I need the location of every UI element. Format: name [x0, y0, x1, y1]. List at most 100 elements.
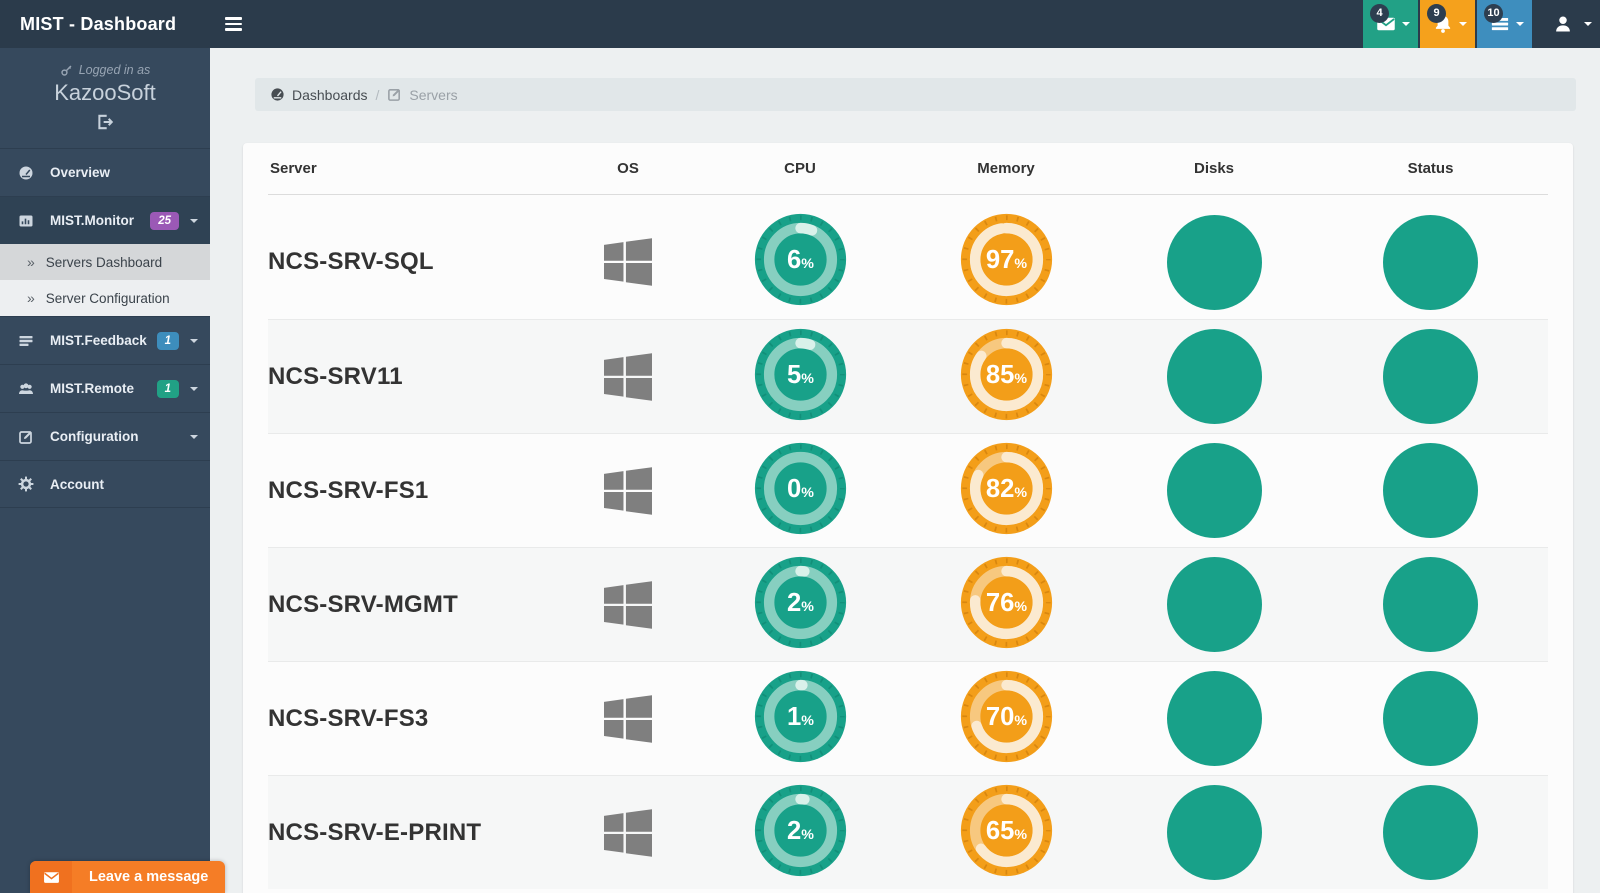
- column-header-cpu: CPU: [784, 160, 816, 177]
- envelope-icon: [43, 871, 59, 883]
- status-circle: [1383, 557, 1478, 652]
- server-name: NCS-SRV-SQL: [268, 248, 434, 275]
- column-header-server: Server: [270, 160, 317, 177]
- column-header-status: Status: [1407, 160, 1454, 177]
- servers-table-card: Server OS CPU Memory Disks Status NCS-SR…: [243, 143, 1573, 893]
- caret-down-icon: [190, 386, 198, 391]
- sidebar-menu: Overview MIST.Monitor 25 » Servers Dashb…: [0, 148, 210, 508]
- sidebar-toggle-button[interactable]: [210, 0, 256, 48]
- table-body: NCS-SRV-SQL 6% 97% NCS-SRV11: [268, 195, 1548, 889]
- memory-gauge: 76%: [959, 555, 1054, 655]
- caret-down-icon: [1402, 22, 1410, 26]
- gear-icon: [18, 476, 34, 492]
- key-icon: [61, 65, 72, 76]
- logged-in-as: Logged in as: [0, 63, 210, 77]
- logout-button[interactable]: [0, 113, 210, 136]
- caret-down-icon: [190, 434, 198, 439]
- edit-icon: [388, 88, 401, 101]
- memory-gauge: 85%: [959, 327, 1054, 427]
- status-circle: [1383, 785, 1478, 880]
- disks-status-circle: [1166, 557, 1262, 652]
- alerts-dropdown-button[interactable]: 9: [1420, 0, 1475, 48]
- dashboard-icon: [271, 88, 284, 101]
- disks-status-circle: [1166, 443, 1262, 538]
- tasks-dropdown-button[interactable]: 10: [1477, 0, 1532, 48]
- windows-icon: [604, 808, 652, 857]
- server-name: NCS-SRV11: [268, 362, 403, 390]
- caret-down-icon: [1459, 22, 1467, 26]
- status-circle: [1383, 671, 1478, 766]
- svg-text:2%: 2%: [787, 817, 814, 845]
- table-row: NCS-SRV-SQL 6% 97%: [268, 205, 1548, 319]
- alerts-count-badge: 9: [1427, 4, 1446, 23]
- server-name: NCS-SRV-E-PRINT: [268, 818, 482, 846]
- cpu-gauge: 1%: [753, 669, 848, 769]
- app-title: MIST - Dashboard: [20, 13, 177, 34]
- table-header: Server OS CPU Memory Disks Status: [268, 143, 1548, 195]
- status-circle: [1383, 214, 1478, 310]
- windows-icon: [604, 466, 652, 515]
- disks-status-circle: [1166, 785, 1262, 880]
- memory-gauge: 70%: [959, 669, 1054, 769]
- sidebar-item-servers-dashboard[interactable]: » Servers Dashboard: [0, 244, 210, 280]
- column-header-os: OS: [617, 160, 639, 177]
- windows-icon: [604, 238, 652, 286]
- messages-count-badge: 4: [1370, 4, 1389, 23]
- status-circle: [1383, 443, 1478, 538]
- table-row: NCS-SRV-E-PRINT 2% 65%: [268, 775, 1548, 889]
- table-row: NCS-SRV11 5% 85%: [268, 319, 1548, 433]
- disks-status-circle: [1166, 329, 1262, 424]
- svg-text:1%: 1%: [787, 703, 814, 731]
- sidebar-item-mist-monitor[interactable]: MIST.Monitor 25: [0, 196, 210, 244]
- user-menu-button[interactable]: [1534, 0, 1600, 48]
- sidebar-item-account[interactable]: Account: [0, 460, 210, 508]
- feedback-count-badge: 1: [156, 331, 179, 350]
- column-header-memory: Memory: [977, 160, 1035, 177]
- status-circle: [1383, 329, 1478, 424]
- sidebar-item-mist-remote[interactable]: MIST.Remote 1: [0, 364, 210, 412]
- sidebar-item-server-configuration[interactable]: » Server Configuration: [0, 280, 210, 316]
- chat-button-label: Leave a message: [89, 869, 209, 885]
- cpu-gauge: 0%: [753, 441, 848, 541]
- breadcrumb-dashboards[interactable]: Dashboards: [270, 87, 368, 103]
- dashboard-icon: [19, 166, 33, 179]
- list-icon: [19, 335, 33, 346]
- monitor-count-badge: 25: [150, 211, 179, 230]
- messages-dropdown-button[interactable]: 4: [1363, 0, 1418, 48]
- caret-down-icon: [1584, 22, 1592, 26]
- server-name: NCS-SRV-MGMT: [268, 590, 458, 618]
- memory-gauge: 65%: [959, 783, 1054, 883]
- sidebar-item-overview[interactable]: Overview: [0, 148, 210, 196]
- caret-down-icon: [190, 338, 198, 343]
- caret-down-icon: [1516, 22, 1524, 26]
- table-row: NCS-SRV-MGMT 2% 76%: [268, 547, 1548, 661]
- sign-out-icon: [98, 114, 114, 130]
- breadcrumb-separator: /: [375, 86, 380, 103]
- breadcrumb: Dashboards / Servers: [255, 78, 1576, 111]
- cpu-gauge: 2%: [753, 783, 848, 883]
- tasks-count-badge: 10: [1484, 4, 1503, 23]
- username: KazooSoft: [54, 80, 156, 105]
- table-row: NCS-SRV-FS3 1% 70%: [268, 661, 1548, 775]
- sidebar-item-mist-feedback[interactable]: MIST.Feedback 1: [0, 316, 210, 364]
- cpu-gauge: 6%: [753, 212, 848, 312]
- leave-a-message-button[interactable]: Leave a message: [30, 861, 226, 893]
- server-name: NCS-SRV-FS1: [268, 476, 429, 504]
- users-icon: [19, 382, 33, 394]
- svg-text:70%: 70%: [985, 703, 1027, 731]
- edit-icon: [19, 430, 32, 444]
- windows-icon: [604, 352, 652, 401]
- sidebar: Logged in as KazooSoft Overview: [0, 48, 210, 893]
- breadcrumb-servers: Servers: [387, 87, 458, 103]
- memory-gauge: 97%: [959, 212, 1054, 312]
- main-content: Dashboards / Servers Server OS CPU Memor…: [210, 48, 1600, 893]
- caret-down-icon: [190, 218, 198, 223]
- user-icon: [1555, 16, 1570, 32]
- sidebar-item-configuration[interactable]: Configuration: [0, 412, 210, 460]
- disks-status-circle: [1166, 214, 1262, 310]
- memory-gauge: 82%: [959, 441, 1054, 541]
- cpu-gauge: 5%: [753, 327, 848, 427]
- server-name: NCS-SRV-FS3: [268, 704, 429, 732]
- windows-icon: [604, 694, 652, 743]
- windows-icon: [604, 580, 652, 629]
